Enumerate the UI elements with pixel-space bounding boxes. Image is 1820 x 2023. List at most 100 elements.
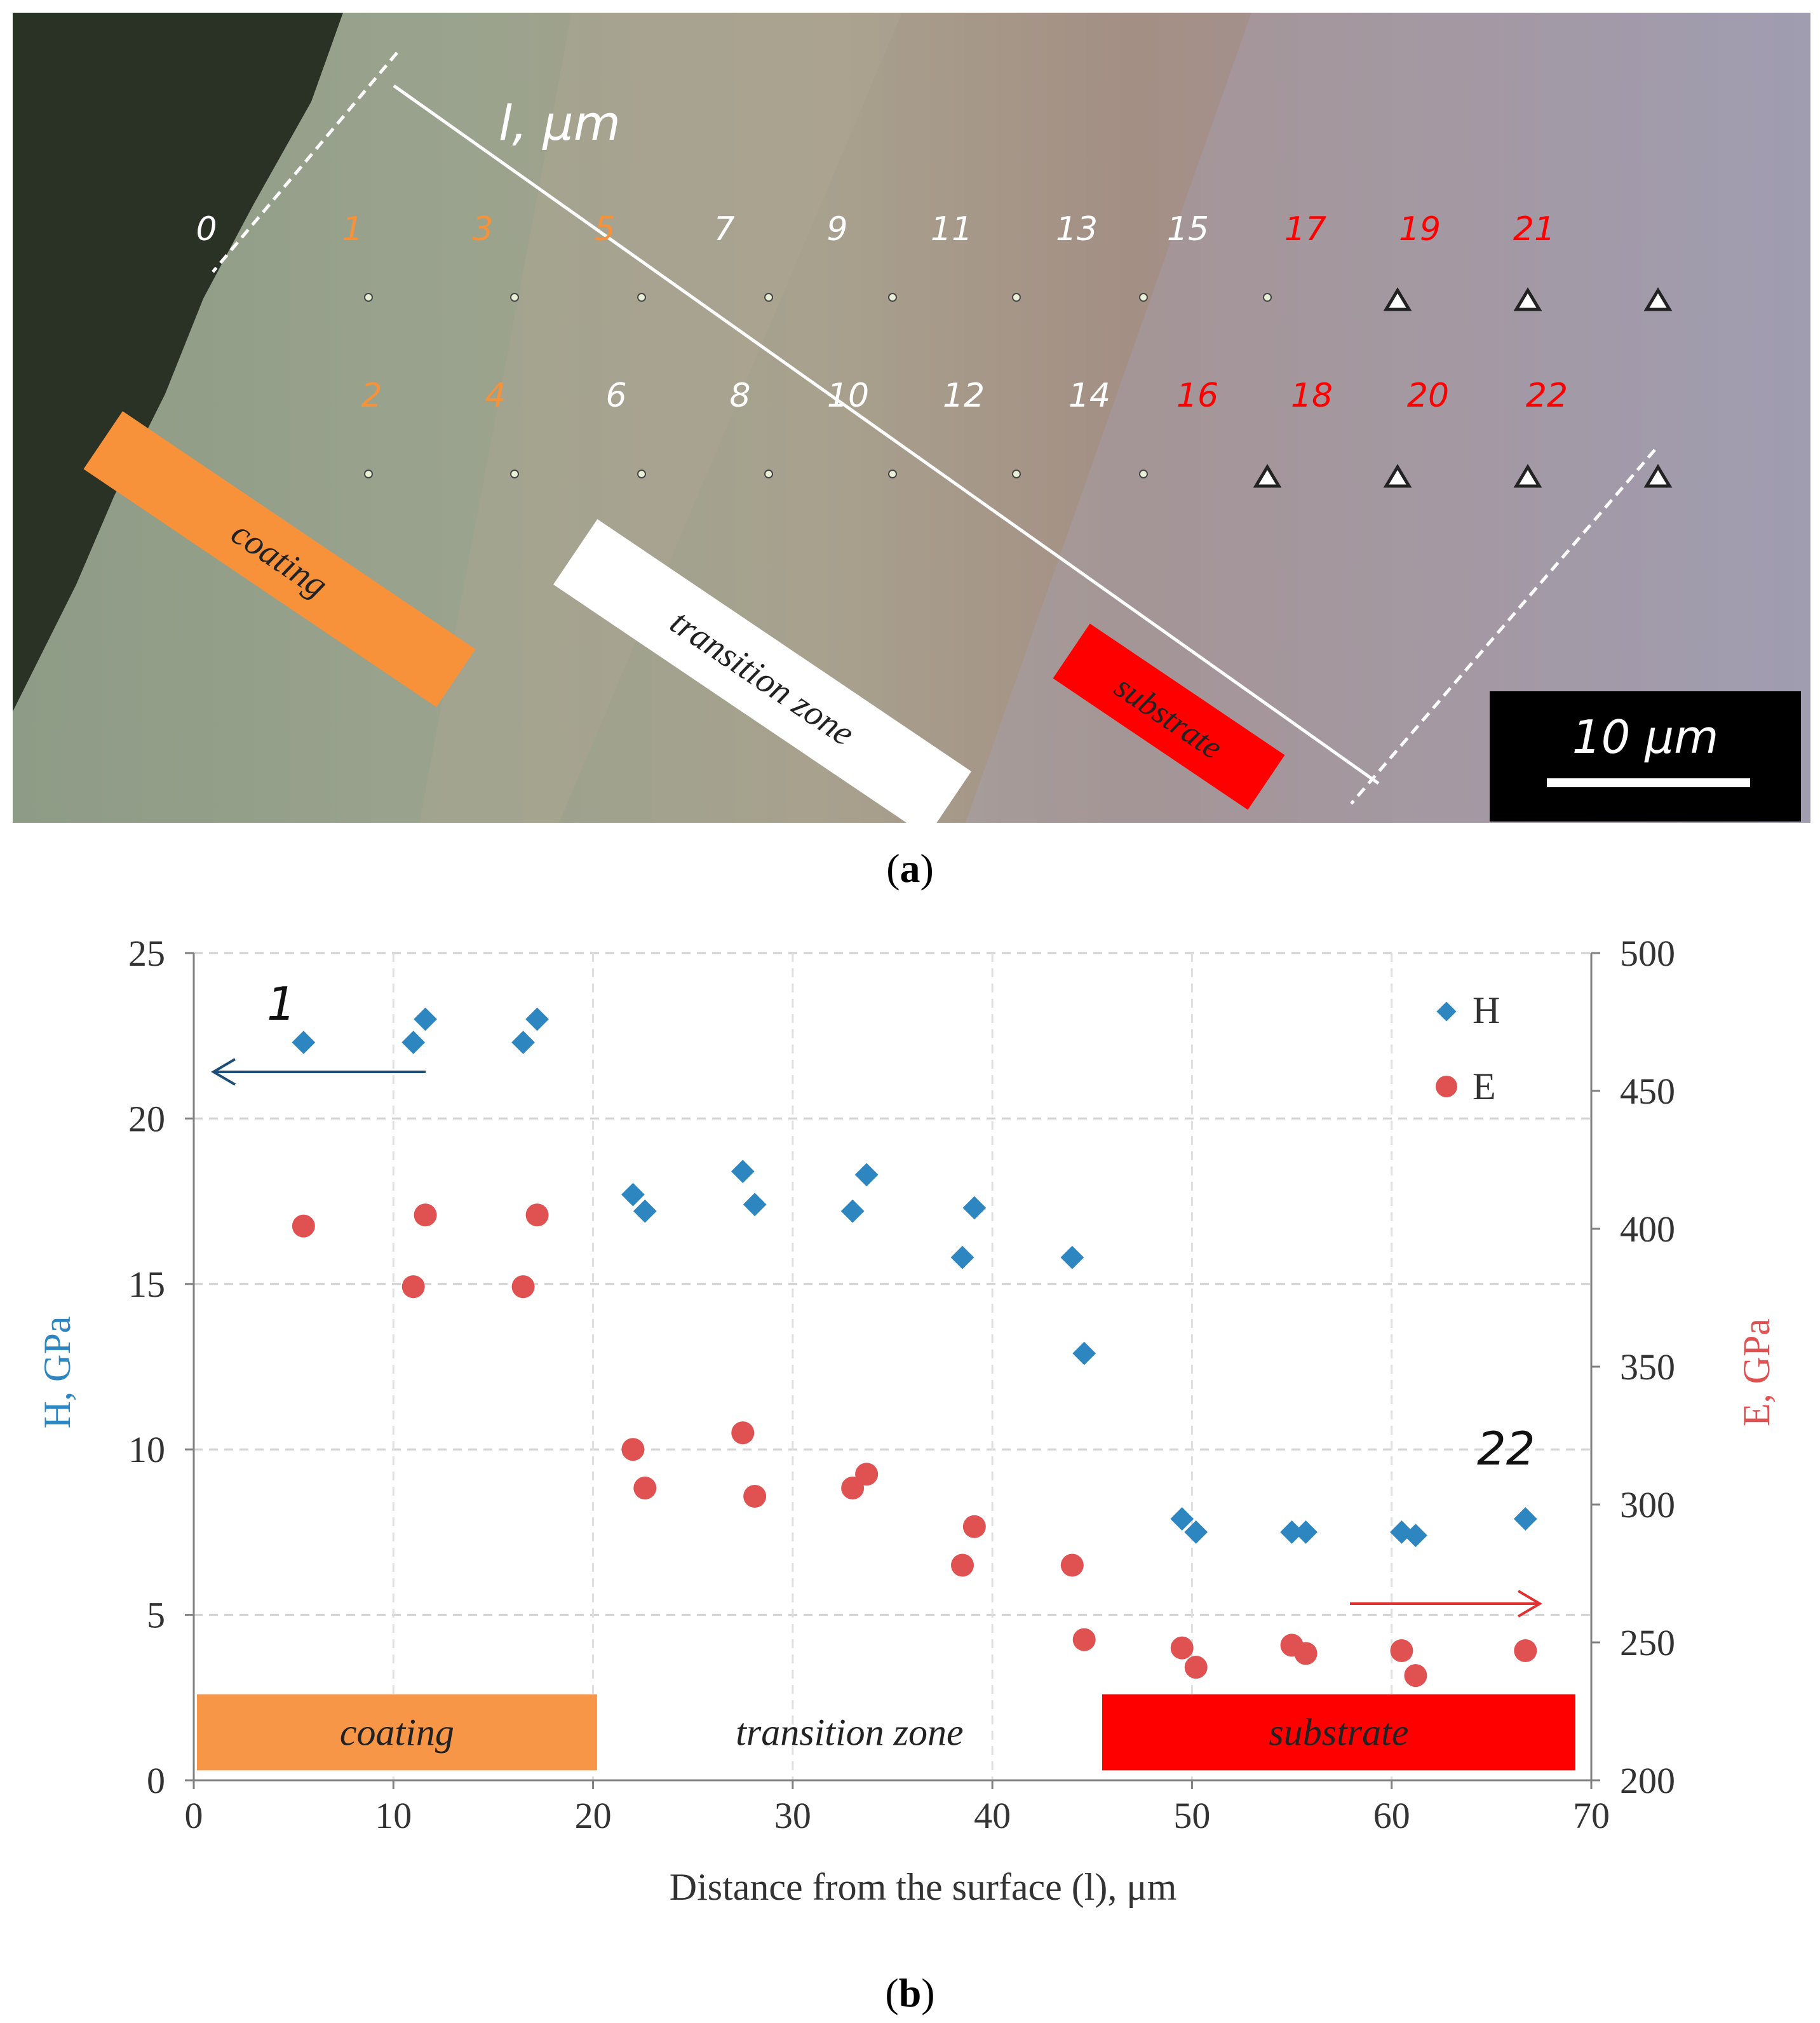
caption-a: (a) xyxy=(886,846,934,891)
indent-mark xyxy=(1139,293,1148,302)
caption-b: (b) xyxy=(885,1970,935,2015)
indent-number-bottom: 6 xyxy=(605,377,626,415)
e-point xyxy=(1390,1639,1413,1663)
e-point xyxy=(743,1484,767,1508)
e-point xyxy=(962,1515,986,1538)
indent-number-top: 17 xyxy=(1284,210,1326,248)
indent-mark xyxy=(1513,464,1542,488)
h-point xyxy=(1513,1507,1537,1531)
annotation-end: 22 xyxy=(1477,1422,1535,1475)
e-point xyxy=(1170,1636,1194,1660)
indent-number-bottom: 20 xyxy=(1407,377,1449,415)
indent-number-bottom: 2 xyxy=(361,377,382,415)
indent-number-top: 13 xyxy=(1056,210,1098,248)
zone-bands: coating transition zone substrate xyxy=(197,1694,1575,1771)
hardness-modulus-chart: coating transition zone substrate 0 10 20 30 4… xyxy=(36,933,1777,1908)
end-dashed-line xyxy=(1350,449,1656,805)
indent-mark xyxy=(764,470,773,478)
indent-number-top: 7 xyxy=(713,210,734,248)
series-e-points xyxy=(292,1203,1537,1688)
h-point xyxy=(401,1031,426,1055)
indent-number-bottom: 16 xyxy=(1176,377,1218,415)
indent-marks xyxy=(364,287,1673,488)
indent-number-top: 19 xyxy=(1399,210,1441,248)
x-tick-label: 30 xyxy=(774,1795,811,1836)
indent-mark xyxy=(510,293,519,302)
h-point xyxy=(1072,1341,1096,1365)
h-point xyxy=(292,1031,316,1055)
y2-tick-label: 450 xyxy=(1620,1071,1675,1112)
scale-bar: 10 μm xyxy=(1490,691,1801,822)
indent-number-labels: 0 1 3 5 7 9 11 13 15 17 19 212 4 6 8 10 12 14 16 18 20 22 xyxy=(196,210,1568,415)
e-point xyxy=(1404,1664,1427,1688)
indent-number-bottom: 12 xyxy=(943,377,985,415)
h-point xyxy=(1294,1520,1318,1544)
e-point xyxy=(633,1476,657,1499)
indent-number-bottom: 10 xyxy=(827,377,869,415)
e-point xyxy=(1184,1656,1208,1679)
indent-mark xyxy=(1012,293,1021,302)
h-point xyxy=(621,1182,645,1207)
indent-mark xyxy=(1383,287,1412,311)
series-h-points xyxy=(292,1007,1537,1547)
e-point xyxy=(1294,1642,1318,1665)
zone-label: substrate xyxy=(1269,1711,1408,1753)
annotation-end-arrowhead xyxy=(1517,1590,1542,1618)
indent-number-bottom: 22 xyxy=(1526,377,1568,415)
h-point xyxy=(962,1196,987,1220)
e-point xyxy=(525,1203,549,1227)
indent-number-top: 11 xyxy=(931,210,973,248)
y2-tick-label: 400 xyxy=(1620,1208,1675,1250)
y-tick-label: 15 xyxy=(128,1264,165,1305)
e-point xyxy=(1514,1639,1537,1663)
indent-mark xyxy=(1253,464,1282,488)
indent-number-bottom: 14 xyxy=(1068,377,1110,415)
indent-number-top: 5 xyxy=(594,210,615,248)
x-tick-label: 40 xyxy=(974,1795,1011,1836)
y2-tick-label: 200 xyxy=(1620,1760,1675,1801)
scale-bar-label: 10 μm xyxy=(1572,710,1718,764)
e-point xyxy=(292,1214,315,1238)
indent-mark xyxy=(510,470,519,478)
h-point xyxy=(840,1199,865,1223)
e-point xyxy=(621,1438,645,1461)
substrate-zone-tint xyxy=(966,13,1810,823)
measurement-axis-label: l, μm xyxy=(499,95,621,151)
h-point xyxy=(854,1163,879,1187)
e-point xyxy=(841,1476,865,1499)
caption-b-letter: b xyxy=(898,1970,922,2015)
y2-tick-label: 500 xyxy=(1620,933,1675,974)
zone-label: transition zone xyxy=(736,1711,963,1753)
zone-band xyxy=(1102,1694,1575,1771)
e-point xyxy=(951,1553,974,1577)
h-point xyxy=(511,1031,535,1055)
indent-mark xyxy=(637,293,646,302)
indent-number-bottom: 4 xyxy=(485,377,506,415)
e-point xyxy=(511,1275,535,1299)
scale-bar-box xyxy=(1490,691,1801,822)
indent-mark xyxy=(1643,287,1673,311)
indent-number-top: 0 xyxy=(196,210,217,248)
indent-number-bottom: 8 xyxy=(729,377,750,415)
indent-number-top: 3 xyxy=(472,210,493,248)
x-tick-label: 60 xyxy=(1373,1795,1410,1836)
indent-mark xyxy=(1383,464,1412,488)
substrate-label-box xyxy=(1053,623,1285,810)
e-point xyxy=(1060,1553,1084,1577)
e-point xyxy=(855,1463,879,1486)
y-axis-title: H, GPa xyxy=(36,1316,78,1429)
x-tick-label: 0 xyxy=(185,1795,203,1836)
indent-number-top: 1 xyxy=(342,210,363,248)
surface-dashed-line xyxy=(212,51,398,273)
caption-a-letter: a xyxy=(900,846,920,891)
h-point xyxy=(731,1160,755,1184)
y2-tick-label: 250 xyxy=(1620,1622,1675,1663)
transition-label-box xyxy=(553,519,971,823)
indent-mark xyxy=(1513,287,1542,311)
legend: H E xyxy=(1436,989,1500,1107)
indent-mark xyxy=(1139,470,1148,478)
h-point xyxy=(1060,1245,1084,1269)
legend-e-label: E xyxy=(1473,1066,1496,1107)
legend-h-label: H xyxy=(1473,989,1500,1031)
y2-tick-label: 350 xyxy=(1620,1346,1675,1388)
